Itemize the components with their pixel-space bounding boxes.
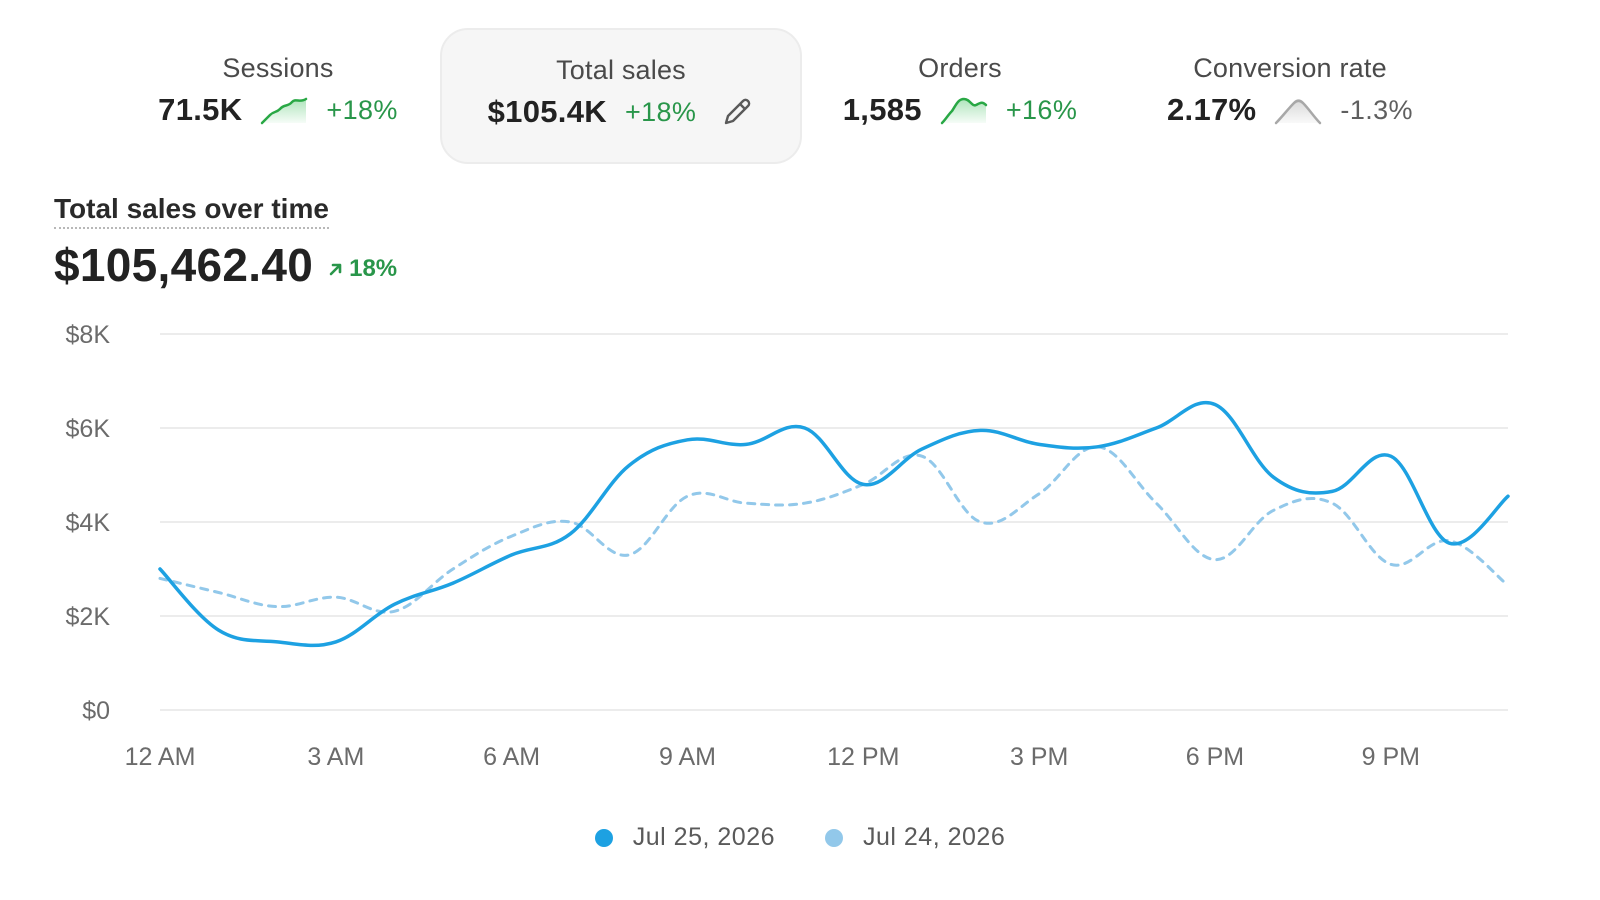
- y-tick-label: $0: [82, 697, 110, 725]
- legend-label: Jul 24, 2026: [863, 823, 1006, 851]
- y-tick-label: $4K: [66, 509, 111, 537]
- chart-total-value: $105,462.40: [54, 239, 314, 291]
- metrics-bar: Sessions 71.5K +18% Total sales $105.4K …: [0, 0, 1600, 170]
- y-tick-label: $2K: [66, 603, 111, 631]
- metric-label: Total sales: [556, 55, 686, 85]
- pencil-icon[interactable]: [720, 95, 754, 129]
- metric-value: 1,585: [842, 92, 922, 127]
- metric-change: +18%: [326, 94, 398, 125]
- x-tick-label: 12 PM: [827, 743, 899, 771]
- sparkline-up-icon: [261, 97, 308, 125]
- metric-value: 71.5K: [158, 92, 243, 127]
- legend-dot-icon: [594, 828, 613, 847]
- metric-card-orders[interactable]: Orders 1,585 +16%: [800, 28, 1120, 164]
- x-tick-label: 3 PM: [1010, 743, 1068, 771]
- y-tick-label: $8K: [66, 321, 111, 349]
- legend-item-previous[interactable]: Jul 24, 2026: [825, 823, 1005, 852]
- sparkline-up-icon: [940, 97, 988, 125]
- legend-label: Jul 25, 2026: [632, 823, 775, 851]
- chart-legend: Jul 25, 2026 Jul 24, 2026: [0, 823, 1600, 852]
- metric-change: +18%: [624, 96, 697, 127]
- chart-total-change-value: 18%: [349, 255, 398, 282]
- series-line-previous: [158, 445, 1510, 614]
- metric-label: Conversion rate: [1193, 53, 1387, 83]
- x-tick-label: 6 PM: [1186, 743, 1244, 771]
- series-line-current: [158, 400, 1510, 648]
- x-tick-label: 12 AM: [125, 743, 196, 771]
- metric-label: Orders: [918, 53, 1002, 83]
- metric-value: 2.17%: [1167, 92, 1257, 127]
- metric-change: -1.3%: [1340, 94, 1413, 125]
- sales-line-chart[interactable]: $0 $2K $4K $6K $8K 12 AM 3 AM 6 AM 9 AM 12 PM 3 PM…: [0, 300, 1600, 790]
- chart-total-row: $105,462.40 18%: [54, 238, 397, 292]
- x-tick-label: 9 PM: [1362, 743, 1420, 771]
- x-tick-label: 3 AM: [307, 743, 364, 771]
- chart-title[interactable]: Total sales over time: [54, 193, 329, 229]
- metric-change: +16%: [1005, 94, 1078, 125]
- metric-card-conversion-rate[interactable]: Conversion rate 2.17% -1.3%: [1130, 28, 1450, 164]
- legend-item-current[interactable]: Jul 25, 2026: [594, 823, 775, 852]
- x-tick-label: 9 AM: [659, 743, 716, 771]
- legend-dot-icon: [825, 828, 843, 847]
- y-tick-label: $6K: [66, 415, 111, 443]
- metric-label: Sessions: [222, 53, 334, 83]
- metric-card-sessions[interactable]: Sessions 71.5K +18%: [118, 28, 438, 164]
- x-tick-label: 6 AM: [483, 743, 540, 771]
- chart-total-change: 18%: [327, 255, 397, 283]
- sparkline-flat-icon: [1275, 99, 1322, 125]
- metric-card-total-sales[interactable]: Total sales $105.4K +18%: [440, 28, 802, 164]
- metric-value: $105.4K: [487, 94, 607, 129]
- arrow-up-right-icon: [329, 263, 342, 276]
